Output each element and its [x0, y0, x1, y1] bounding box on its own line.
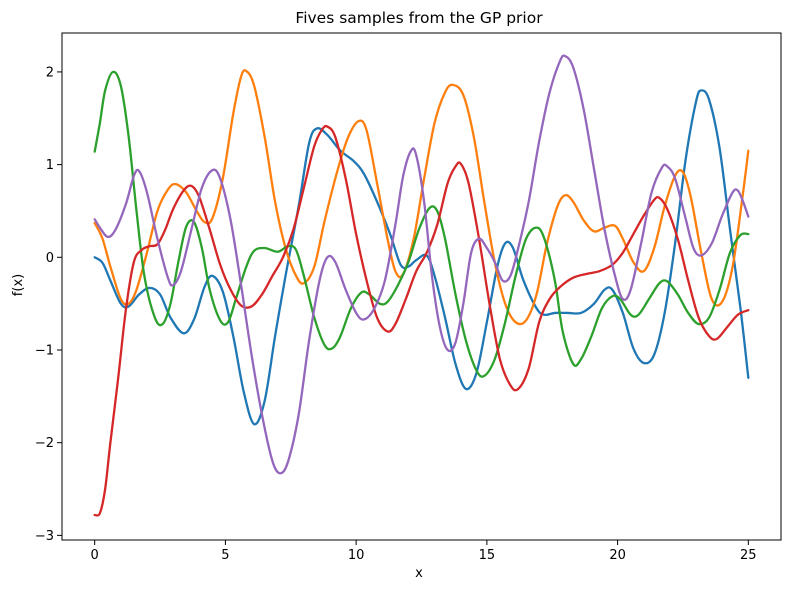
- y-tick-label: −3: [35, 529, 54, 544]
- y-axis: −3 −2 −1 0 1 2: [35, 65, 62, 544]
- x-axis-label: x: [415, 566, 423, 581]
- x-tick-label: 0: [91, 548, 99, 563]
- x-tick-label: 15: [479, 548, 496, 563]
- y-tick-label: −1: [35, 343, 54, 358]
- series-line-3: [93, 70, 750, 378]
- y-axis-label: f(x): [11, 274, 26, 296]
- y-tick-label: −2: [35, 436, 54, 451]
- chart-title: Fives samples from the GP prior: [295, 9, 543, 27]
- plot-area: [61, 32, 782, 541]
- axes-frame: [61, 32, 782, 541]
- x-axis: 0 5 10 15 20 25: [91, 540, 757, 563]
- x-tick-label: 25: [740, 548, 757, 563]
- y-tick-label: 2: [46, 65, 54, 80]
- x-tick-label: 20: [609, 548, 626, 563]
- series-line-1: [93, 89, 750, 426]
- x-tick-label: 10: [348, 548, 365, 563]
- series-line-2: [93, 69, 750, 326]
- x-tick-label: 5: [221, 548, 229, 563]
- series-line-4: [93, 124, 750, 517]
- y-tick-label: 1: [46, 158, 54, 173]
- y-tick-label: 0: [46, 251, 54, 266]
- series-line-5: [93, 54, 750, 475]
